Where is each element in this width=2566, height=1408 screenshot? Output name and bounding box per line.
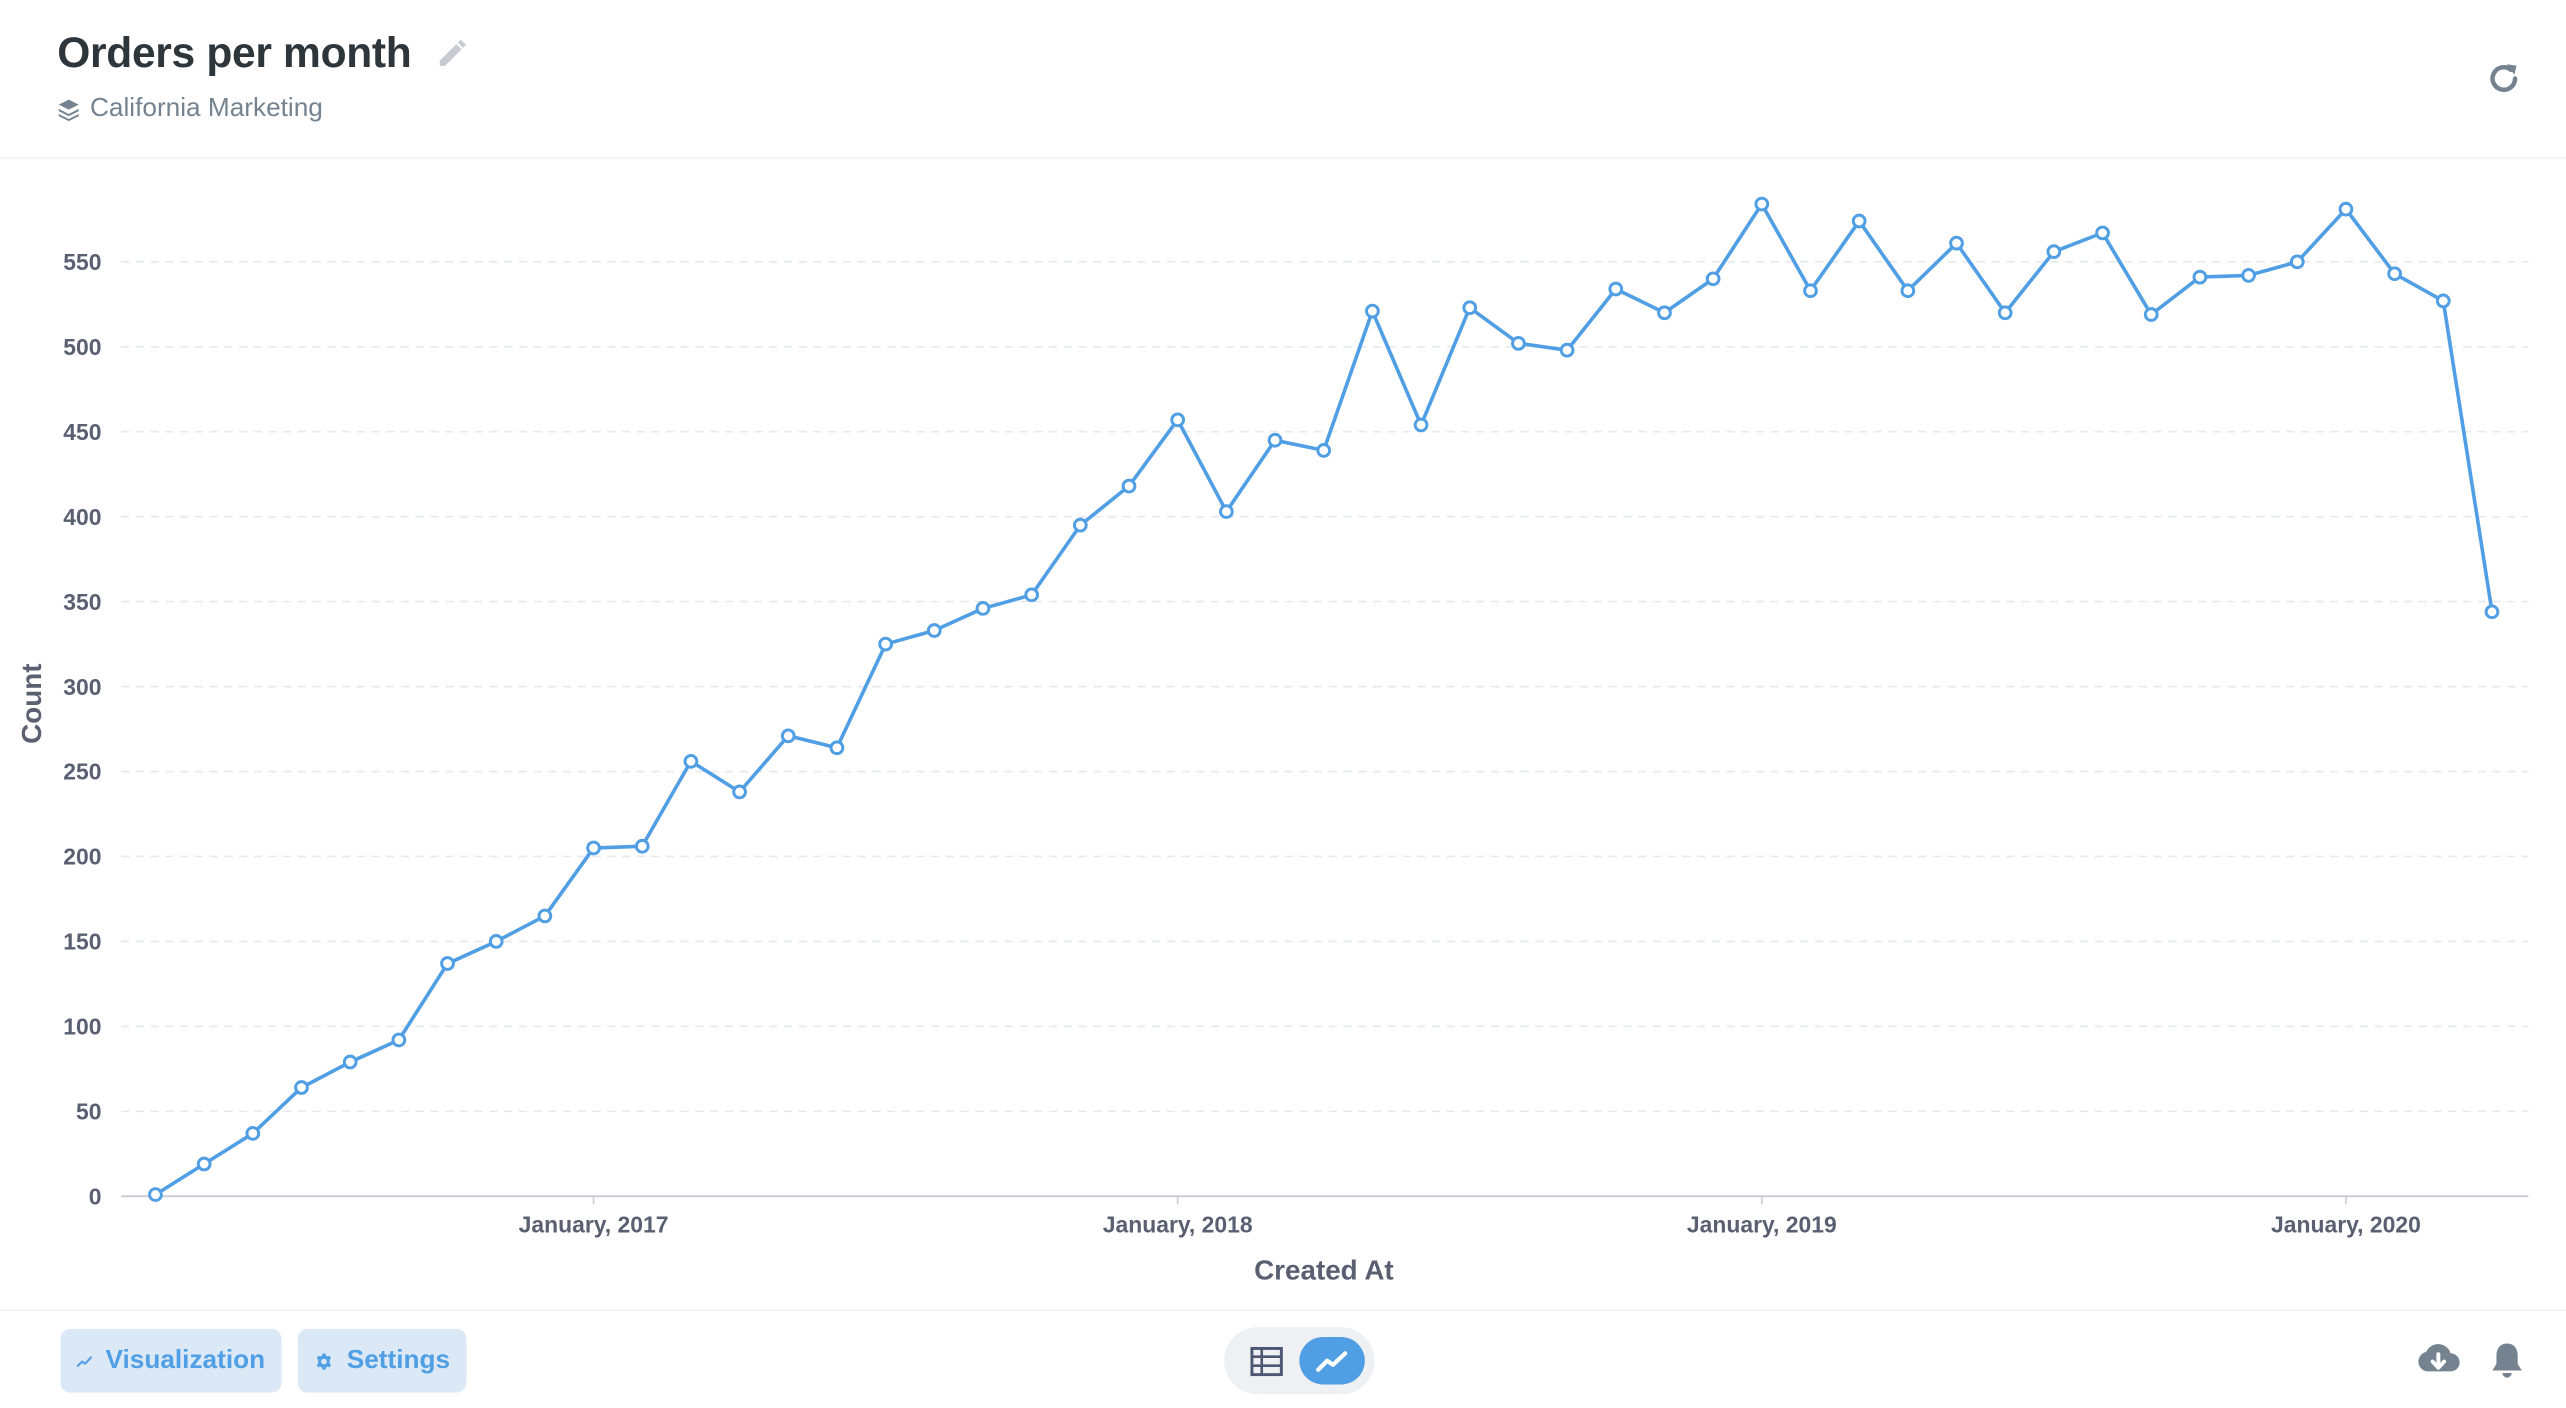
data-point[interactable] bbox=[1267, 432, 1283, 448]
data-point[interactable] bbox=[2387, 266, 2402, 282]
data-point[interactable] bbox=[440, 956, 455, 971]
data-point[interactable] bbox=[1900, 283, 1916, 299]
data-point[interactable] bbox=[1803, 283, 1818, 299]
table-icon bbox=[1250, 1346, 1283, 1377]
data-point[interactable] bbox=[2046, 244, 2062, 259]
x-axis-title: Created At bbox=[1254, 1255, 1394, 1286]
x-tick-label: January, 2019 bbox=[1687, 1211, 1837, 1237]
x-tick-label: January, 2020 bbox=[2271, 1211, 2421, 1237]
data-point[interactable] bbox=[1511, 336, 1526, 351]
question-header: Orders per month California Marketing bbox=[0, 0, 2566, 159]
table-view-toggle[interactable] bbox=[1245, 1342, 1288, 1381]
data-point[interactable] bbox=[488, 934, 504, 949]
collection-breadcrumb[interactable]: California Marketing bbox=[57, 93, 323, 126]
question-footer: Visualization Settings bbox=[0, 1309, 2566, 1408]
data-point[interactable] bbox=[1121, 478, 1137, 494]
visualization-button[interactable]: Visualization bbox=[60, 1328, 282, 1393]
data-point[interactable] bbox=[1072, 517, 1088, 533]
data-point[interactable] bbox=[829, 740, 845, 756]
pencil-icon[interactable] bbox=[435, 34, 471, 70]
y-tick-label: 200 bbox=[63, 844, 101, 870]
line-chart: 0 50 100 150 200 250 300 350 400 450 500 550 January… bbox=[0, 160, 2566, 1309]
data-point[interactable] bbox=[1413, 417, 1429, 433]
data-point[interactable] bbox=[1365, 303, 1380, 319]
y-tick-label: 50 bbox=[76, 1098, 101, 1124]
data-point[interactable] bbox=[2241, 268, 2256, 283]
data-point[interactable] bbox=[732, 784, 747, 800]
y-tick-label: 500 bbox=[63, 334, 101, 360]
y-tick-label: 300 bbox=[63, 674, 101, 700]
data-point[interactable] bbox=[1997, 305, 2013, 321]
chart-svg: 0 50 100 150 200 250 300 350 400 450 500 550 January… bbox=[16, 196, 2529, 1286]
collection-name: California Marketing bbox=[90, 94, 323, 123]
data-point[interactable] bbox=[926, 623, 942, 638]
data-point[interactable] bbox=[2192, 269, 2208, 285]
data-point[interactable] bbox=[1949, 235, 1964, 251]
data-point[interactable] bbox=[2435, 293, 2451, 309]
data-point[interactable] bbox=[634, 838, 650, 854]
data-point[interactable] bbox=[1657, 305, 1672, 321]
page-title: Orders per month bbox=[57, 27, 412, 77]
data-point[interactable] bbox=[586, 840, 601, 856]
data-point[interactable] bbox=[1024, 587, 1040, 603]
data-point[interactable] bbox=[975, 601, 991, 616]
cloud-download-icon[interactable] bbox=[2415, 1340, 2461, 1379]
data-point[interactable] bbox=[1170, 412, 1186, 428]
layers-icon bbox=[58, 99, 79, 122]
line-chart-icon bbox=[76, 1355, 93, 1367]
y-tick-label: 150 bbox=[63, 929, 101, 955]
y-tick-label: 100 bbox=[63, 1014, 101, 1040]
chart-view-toggle[interactable] bbox=[1299, 1337, 1365, 1385]
data-point[interactable] bbox=[2143, 307, 2159, 322]
series-line bbox=[153, 202, 2494, 1197]
data-point[interactable] bbox=[537, 908, 553, 924]
data-point[interactable] bbox=[342, 1054, 358, 1070]
data-point[interactable] bbox=[1559, 342, 1575, 358]
data-point[interactable] bbox=[683, 753, 699, 769]
refresh-icon[interactable] bbox=[2486, 61, 2522, 97]
data-point[interactable] bbox=[294, 1080, 309, 1095]
visualization-label: Visualization bbox=[105, 1346, 266, 1374]
y-axis-title: Count bbox=[16, 664, 47, 744]
data-point[interactable] bbox=[391, 1032, 407, 1048]
data-point[interactable] bbox=[1218, 504, 1234, 519]
data-point[interactable] bbox=[148, 1187, 163, 1202]
data-point[interactable] bbox=[780, 728, 796, 744]
data-point[interactable] bbox=[1705, 271, 1721, 287]
y-tick-label: 0 bbox=[89, 1183, 102, 1209]
data-point[interactable] bbox=[2484, 604, 2500, 620]
data-point[interactable] bbox=[878, 636, 893, 652]
data-point[interactable] bbox=[2095, 225, 2110, 241]
y-tick-label: 400 bbox=[63, 504, 101, 530]
display-toggle bbox=[1224, 1327, 1375, 1395]
data-point[interactable] bbox=[1851, 213, 1867, 229]
y-tick-label: 350 bbox=[63, 589, 101, 615]
bell-icon[interactable] bbox=[2489, 1340, 2525, 1379]
data-point[interactable] bbox=[196, 1156, 212, 1172]
data-point[interactable] bbox=[1754, 196, 1770, 212]
y-tick-label: 550 bbox=[63, 249, 101, 275]
y-tick-label: 250 bbox=[63, 759, 101, 785]
data-point[interactable] bbox=[245, 1126, 261, 1141]
x-tick-label: January, 2017 bbox=[519, 1211, 669, 1237]
data-point[interactable] bbox=[2289, 254, 2305, 270]
data-point[interactable] bbox=[1608, 281, 1624, 297]
gear-icon bbox=[316, 1352, 332, 1369]
data-point[interactable] bbox=[1462, 300, 1478, 316]
x-tick-label: January, 2018 bbox=[1103, 1211, 1253, 1237]
data-point[interactable] bbox=[2338, 201, 2354, 217]
y-tick-label: 450 bbox=[63, 419, 101, 445]
settings-button[interactable]: Settings bbox=[297, 1328, 467, 1393]
line-chart-icon bbox=[1316, 1350, 1348, 1372]
settings-label: Settings bbox=[346, 1346, 451, 1374]
data-point[interactable] bbox=[1316, 443, 1332, 458]
